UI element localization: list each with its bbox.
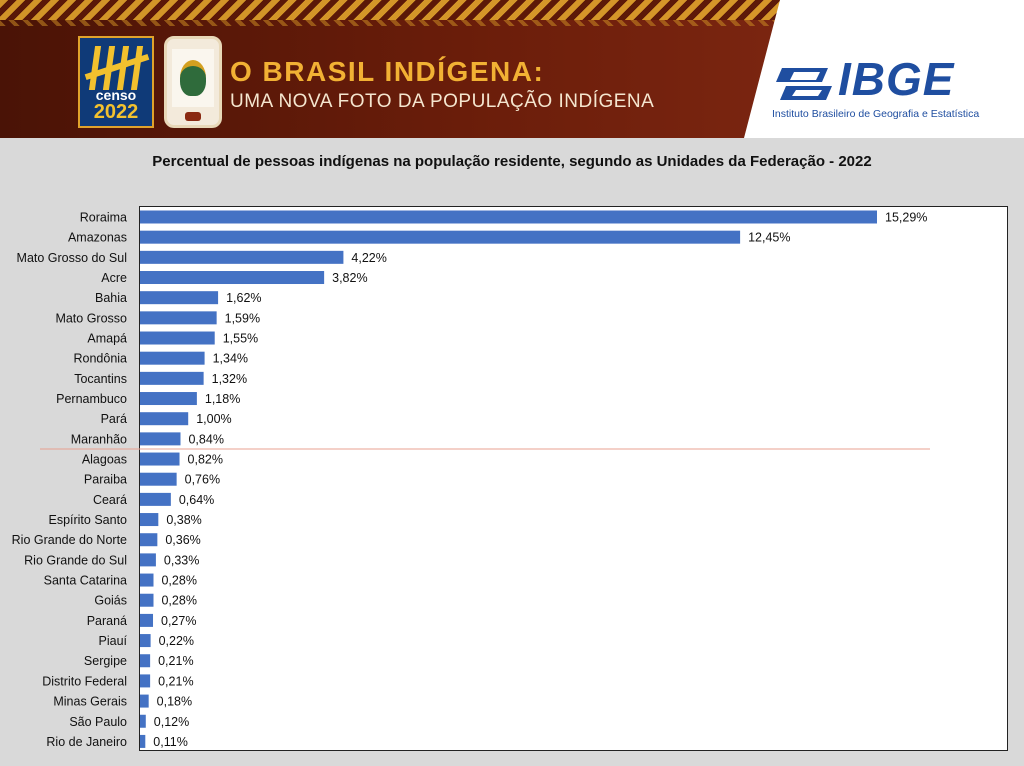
- bar-amazonas: [140, 230, 741, 244]
- category-label: Bahia: [95, 291, 127, 305]
- phone-button-icon: [185, 112, 201, 121]
- bar-ceara: [140, 492, 171, 506]
- chart-plot-area: [139, 206, 1008, 751]
- category-label: Goiás: [94, 594, 127, 608]
- bar-sao-paulo: [140, 714, 146, 728]
- value-label: 0,11%: [153, 735, 188, 749]
- ibge-logo-mark-icon: [776, 68, 832, 100]
- category-label: Paraiba: [84, 473, 127, 487]
- bar-pernambuco: [140, 392, 197, 406]
- category-label: Acre: [101, 271, 127, 285]
- value-label: 0,76%: [185, 473, 220, 487]
- category-label: Roraima: [80, 211, 127, 225]
- bar-acre: [140, 271, 325, 285]
- phone-indigenous-icon: [164, 36, 222, 128]
- value-label: 1,59%: [225, 311, 260, 325]
- category-label: Ceará: [93, 493, 127, 507]
- bar-alagoas: [140, 452, 180, 466]
- value-label: 1,18%: [205, 392, 240, 406]
- category-label: Piauí: [99, 634, 128, 648]
- bar-rio-grande-do-norte: [140, 533, 158, 547]
- banner-pattern: [0, 0, 790, 20]
- bar-minas-gerais: [140, 694, 149, 708]
- category-label: Distrito Federal: [42, 674, 127, 688]
- indigenous-portrait-icon: [180, 60, 206, 96]
- value-label: 0,21%: [158, 674, 193, 688]
- bar-goias: [140, 593, 154, 607]
- value-label: 0,22%: [159, 634, 194, 648]
- category-label: Amapá: [87, 332, 127, 346]
- bar-maranhao: [140, 432, 181, 446]
- category-label: Minas Gerais: [53, 695, 127, 709]
- banner-pattern-secondary: [0, 20, 790, 26]
- chart-title: Percentual de pessoas indígenas na popul…: [152, 153, 872, 170]
- phone-screen: [172, 49, 214, 107]
- bar-rio-grande-do-sul: [140, 553, 156, 567]
- bar-tocantins: [140, 371, 204, 385]
- category-label: Rio Grande do Norte: [12, 533, 127, 547]
- value-label: 0,12%: [154, 715, 189, 729]
- category-label: Mato Grosso do Sul: [17, 251, 127, 265]
- value-label: 1,00%: [196, 412, 231, 426]
- value-label: 3,82%: [332, 271, 367, 285]
- value-label: 0,82%: [188, 453, 223, 467]
- category-label: Mato Grosso: [55, 311, 127, 325]
- value-label: 0,33%: [164, 553, 199, 567]
- category-label: Pernambuco: [56, 392, 127, 406]
- category-label: Rio Grande do Sul: [24, 553, 127, 567]
- bar-piaui: [140, 634, 151, 648]
- banner-subtitle: UMA NOVA FOTO DA POPULAÇÃO INDÍGENA: [230, 91, 655, 112]
- bar-mato-grosso: [140, 311, 217, 325]
- value-label: 0,36%: [165, 533, 200, 547]
- category-label: Rio de Janeiro: [46, 735, 127, 749]
- header-banner: censo 2022 O BRASIL INDÍGENA: UMA NOVA F…: [0, 0, 1024, 138]
- value-label: 4,22%: [351, 251, 386, 265]
- value-label: 0,84%: [188, 432, 223, 446]
- bar-bahia: [140, 291, 219, 305]
- value-label: 1,55%: [223, 332, 258, 346]
- value-label: 0,18%: [157, 695, 192, 709]
- censo-2022-logo: censo 2022: [78, 36, 154, 128]
- value-label: 0,28%: [161, 574, 196, 588]
- ibge-full-name: Instituto Brasileiro de Geografia e Esta…: [772, 108, 980, 120]
- bar-mato-grosso-do-sul: [140, 250, 344, 264]
- bar-parana: [140, 613, 154, 627]
- value-label: 0,38%: [166, 513, 201, 527]
- bar-rio-de-janeiro: [140, 734, 146, 748]
- bar-amapa: [140, 331, 215, 345]
- category-label: Maranhão: [71, 432, 127, 446]
- bar-distrito-federal: [140, 674, 151, 688]
- bar-paraiba: [140, 472, 177, 486]
- value-label: 0,21%: [158, 654, 193, 668]
- bar-espirito-santo: [140, 513, 159, 527]
- value-label: 0,64%: [179, 493, 214, 507]
- category-label: Espírito Santo: [48, 513, 127, 527]
- value-label: 0,27%: [161, 614, 196, 628]
- value-label: 1,62%: [226, 291, 261, 305]
- category-label: São Paulo: [69, 715, 127, 729]
- censo-logo-year: 2022: [93, 101, 139, 123]
- bar-para: [140, 412, 189, 426]
- bar-santa-catarina: [140, 573, 154, 587]
- category-label: Amazonas: [68, 231, 127, 245]
- category-label: Sergipe: [84, 654, 127, 668]
- category-label: Santa Catarina: [44, 574, 127, 588]
- bar-roraima: [140, 210, 877, 224]
- ibge-logo-text: IBGE: [838, 53, 955, 105]
- category-label: Tocantins: [74, 372, 127, 386]
- value-label: 15,29%: [885, 211, 927, 225]
- value-label: 1,32%: [212, 372, 247, 386]
- bar-sergipe: [140, 654, 151, 668]
- value-label: 1,34%: [213, 352, 248, 366]
- category-label: Pará: [101, 412, 127, 426]
- category-label: Rondônia: [73, 352, 127, 366]
- category-label: Paraná: [87, 614, 127, 628]
- category-label: Alagoas: [82, 453, 127, 467]
- censo-logo-text: censo: [95, 87, 137, 103]
- value-label: 12,45%: [748, 231, 790, 245]
- bar-rondonia: [140, 351, 205, 365]
- banner-title: O BRASIL INDÍGENA:: [230, 56, 545, 87]
- value-label: 0,28%: [161, 594, 196, 608]
